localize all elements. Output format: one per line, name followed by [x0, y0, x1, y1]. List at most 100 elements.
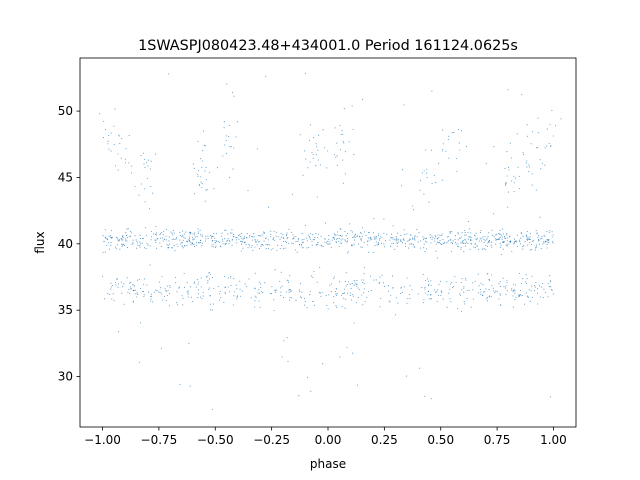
- data-point: [150, 300, 152, 302]
- data-point: [292, 243, 294, 245]
- data-point: [488, 296, 490, 298]
- data-point: [230, 275, 232, 277]
- data-point: [550, 146, 552, 148]
- data-point: [133, 289, 135, 292]
- data-point: [549, 230, 551, 232]
- data-point: [525, 162, 527, 164]
- data-point: [419, 367, 421, 369]
- data-point: [154, 291, 156, 293]
- data-point: [548, 238, 550, 240]
- data-point: [493, 213, 495, 215]
- data-point: [446, 242, 448, 244]
- data-point: [212, 246, 214, 248]
- data-point: [189, 241, 191, 243]
- data-point: [288, 289, 290, 291]
- data-point: [198, 184, 200, 186]
- data-point: [340, 229, 342, 231]
- data-point: [267, 247, 270, 249]
- data-point: [359, 238, 361, 240]
- data-point: [295, 235, 297, 238]
- data-point: [486, 239, 488, 241]
- data-point: [450, 250, 452, 253]
- data-point: [288, 242, 290, 244]
- data-point: [496, 233, 498, 235]
- data-point: [320, 235, 322, 237]
- data-point: [107, 242, 109, 244]
- data-point: [263, 231, 265, 233]
- data-point: [176, 243, 178, 245]
- data-point: [531, 285, 533, 287]
- data-point: [182, 239, 184, 241]
- data-point: [537, 117, 539, 119]
- data-point: [525, 235, 527, 237]
- data-point: [448, 157, 450, 159]
- data-point: [118, 239, 121, 241]
- data-point: [512, 295, 514, 297]
- data-point: [310, 232, 312, 235]
- data-point: [423, 243, 425, 245]
- data-point: [454, 275, 456, 278]
- data-point: [360, 232, 362, 234]
- data-point: [426, 237, 428, 239]
- data-point: [110, 282, 112, 284]
- data-point: [226, 240, 228, 242]
- data-point: [364, 300, 366, 303]
- data-point: [406, 233, 408, 235]
- data-point: [315, 232, 317, 234]
- data-point: [149, 245, 151, 247]
- data-point: [225, 139, 227, 142]
- data-point: [192, 301, 194, 303]
- data-point: [303, 238, 305, 240]
- data-point: [436, 300, 438, 303]
- data-point: [409, 243, 411, 245]
- data-point: [353, 280, 355, 282]
- data-point: [171, 246, 173, 249]
- data-point: [139, 246, 141, 248]
- x-tick-label: −1.00: [84, 433, 121, 447]
- data-point: [233, 235, 235, 238]
- data-point: [461, 231, 463, 233]
- data-point: [437, 241, 439, 243]
- data-point: [539, 216, 541, 218]
- x-axis-label: phase: [310, 457, 346, 471]
- data-point: [193, 282, 195, 284]
- data-point: [240, 236, 242, 238]
- data-point: [289, 274, 291, 277]
- data-point: [125, 148, 127, 150]
- data-point: [544, 292, 546, 294]
- data-point: [282, 297, 285, 299]
- data-point: [257, 239, 259, 241]
- data-point: [231, 244, 233, 246]
- data-point: [333, 238, 336, 240]
- data-point: [182, 247, 184, 249]
- data-point: [184, 245, 186, 247]
- data-point: [360, 238, 363, 240]
- data-point: [309, 124, 311, 126]
- data-point: [480, 293, 482, 295]
- data-point: [312, 137, 315, 139]
- data-point: [286, 238, 288, 240]
- data-point: [499, 293, 501, 295]
- data-point: [335, 240, 337, 243]
- data-point: [476, 245, 479, 247]
- data-point: [238, 234, 240, 237]
- data-point: [292, 234, 294, 236]
- data-point: [312, 239, 314, 241]
- data-point: [139, 287, 141, 290]
- data-point: [400, 286, 402, 288]
- data-point: [117, 169, 119, 171]
- data-point: [353, 235, 355, 237]
- data-point: [112, 236, 114, 238]
- y-tick-label: 40: [58, 237, 73, 251]
- data-point: [375, 238, 377, 240]
- data-point: [121, 238, 123, 240]
- data-point: [339, 242, 341, 244]
- data-point: [218, 240, 220, 242]
- data-point: [333, 233, 335, 235]
- data-point: [138, 194, 140, 196]
- data-point: [197, 173, 199, 175]
- data-point: [469, 236, 471, 238]
- data-point: [339, 234, 341, 237]
- data-point: [282, 248, 284, 250]
